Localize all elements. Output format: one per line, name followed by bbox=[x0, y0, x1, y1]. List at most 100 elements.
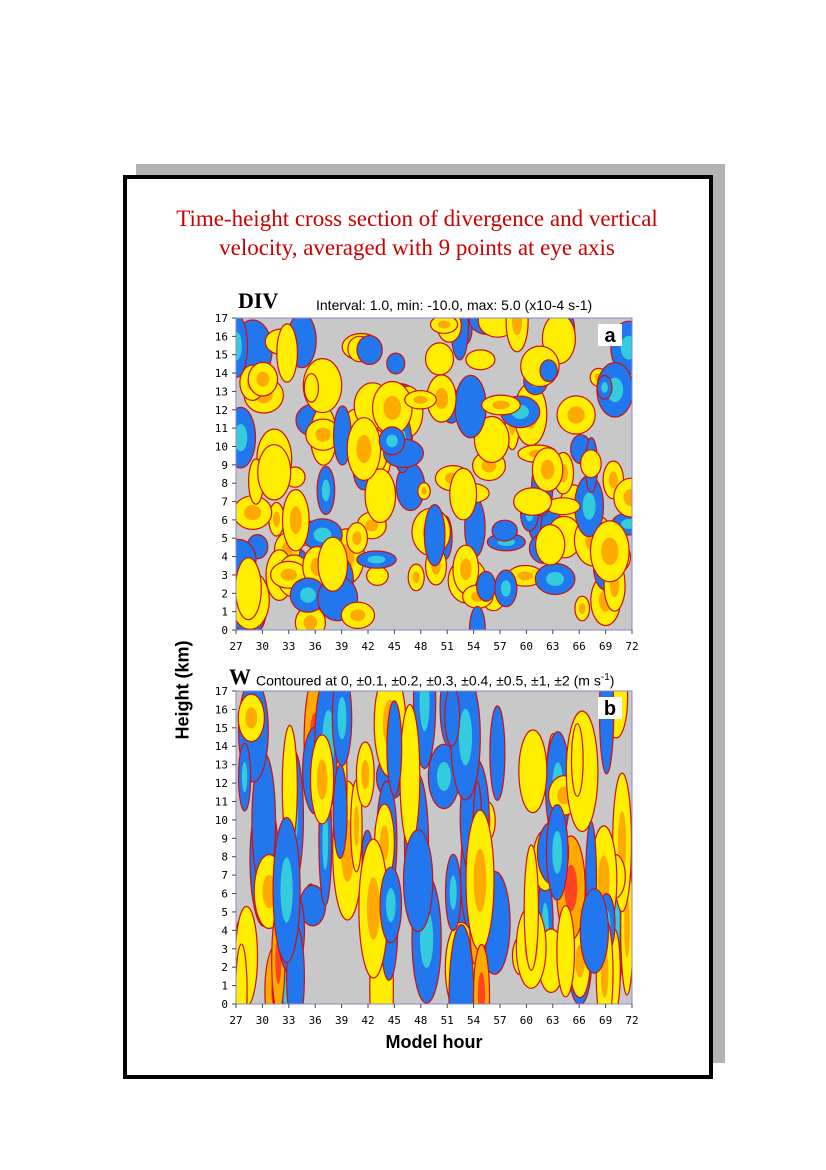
contour-region bbox=[523, 844, 540, 971]
contour-core bbox=[273, 511, 280, 527]
contour-core bbox=[473, 848, 487, 912]
x-tick-label: 45 bbox=[388, 640, 401, 653]
contour-core bbox=[460, 558, 472, 581]
contour-core bbox=[353, 805, 359, 847]
contour-region bbox=[332, 764, 348, 859]
contour-region bbox=[399, 703, 421, 848]
contour-core bbox=[540, 459, 555, 480]
contour-core bbox=[361, 759, 370, 790]
x-tick-label: 30 bbox=[256, 640, 269, 653]
y-tick-label: 0 bbox=[221, 624, 228, 637]
y-tick-label: 6 bbox=[221, 888, 228, 901]
y-tick-label: 9 bbox=[221, 459, 228, 472]
contour-region bbox=[491, 519, 518, 542]
y-tick-label: 10 bbox=[215, 440, 228, 453]
contour-core bbox=[436, 762, 451, 791]
contour-region bbox=[402, 829, 434, 933]
contour-field bbox=[236, 318, 632, 630]
x-tick-label: 72 bbox=[625, 1014, 638, 1027]
contour-core bbox=[621, 518, 632, 529]
contour-region bbox=[386, 700, 403, 796]
contour-region bbox=[556, 905, 576, 998]
y-tick-label: 13 bbox=[215, 385, 228, 398]
y-tick-label: 12 bbox=[215, 777, 228, 790]
contour-core bbox=[380, 825, 389, 861]
x-tick-label: 54 bbox=[467, 640, 481, 653]
contour-core bbox=[412, 571, 420, 584]
y-tick-label: 8 bbox=[221, 477, 228, 490]
contour-core bbox=[601, 382, 608, 393]
contour-core bbox=[598, 855, 610, 904]
contour-core bbox=[624, 895, 630, 958]
contour-core bbox=[546, 572, 564, 586]
contour-core bbox=[289, 506, 302, 534]
x-tick-label: 39 bbox=[335, 1014, 348, 1027]
x-tick-label: 69 bbox=[599, 640, 612, 653]
y-tick-label: 7 bbox=[221, 869, 228, 882]
x-axis-label: Model hour bbox=[385, 1032, 483, 1052]
y-tick-label: 2 bbox=[221, 961, 228, 974]
y-tick-label: 16 bbox=[215, 703, 228, 716]
panel-letter: a bbox=[604, 325, 616, 347]
x-tick-label: 57 bbox=[493, 640, 506, 653]
div-panel-label: DIV bbox=[238, 288, 279, 313]
x-tick-label: 54 bbox=[467, 1014, 481, 1027]
contour-region bbox=[356, 335, 383, 366]
y-tick-label: 10 bbox=[215, 814, 228, 827]
contour-core bbox=[501, 580, 511, 597]
y-tick-label: 16 bbox=[215, 330, 228, 343]
x-tick-label: 39 bbox=[335, 640, 348, 653]
contour-core bbox=[367, 555, 386, 564]
panel-letter-badge bbox=[598, 697, 622, 719]
contour-core bbox=[458, 708, 473, 766]
x-tick-label: 63 bbox=[546, 1014, 559, 1027]
x-tick-label: 63 bbox=[546, 640, 559, 653]
x-tick-label: 57 bbox=[493, 1014, 506, 1027]
w-info-prefix: Contoured at 0, ±0.1, ±0.2, ±0.3, ±0.4, … bbox=[256, 672, 601, 689]
y-tick-label: 9 bbox=[221, 832, 228, 845]
x-tick-label: 33 bbox=[282, 640, 295, 653]
contour-core bbox=[564, 864, 578, 912]
w-panel-label: W bbox=[229, 664, 251, 689]
contour-core bbox=[322, 811, 329, 870]
y-tick-label: 11 bbox=[215, 422, 228, 435]
contour-core bbox=[245, 707, 258, 729]
contour-region bbox=[513, 487, 553, 516]
y-tick-label: 3 bbox=[221, 569, 228, 582]
contour-region bbox=[303, 373, 320, 403]
contour-region bbox=[535, 523, 566, 566]
contour-core bbox=[421, 487, 427, 495]
x-tick-label: 72 bbox=[625, 640, 638, 653]
contour-region bbox=[444, 691, 461, 747]
contour-region bbox=[236, 557, 262, 621]
x-tick-label: 27 bbox=[229, 640, 242, 653]
contour-core bbox=[316, 759, 328, 800]
contour-region bbox=[580, 449, 602, 479]
contour-core bbox=[337, 696, 347, 740]
contour-core bbox=[386, 888, 396, 922]
x-tick-label: 33 bbox=[282, 1014, 295, 1027]
y-tick-label: 1 bbox=[221, 980, 228, 993]
x-tick-label: 45 bbox=[388, 1014, 401, 1027]
contour-core bbox=[365, 519, 379, 532]
contour-core bbox=[620, 335, 632, 360]
y-tick-label: 12 bbox=[215, 404, 228, 417]
contour-core bbox=[350, 609, 366, 622]
chart-border bbox=[235, 317, 633, 631]
contour-region bbox=[449, 467, 478, 521]
y-tick-label: 5 bbox=[221, 906, 228, 919]
contour-core bbox=[449, 875, 457, 910]
contour-core bbox=[280, 568, 297, 581]
x-tick-label: 48 bbox=[414, 1014, 427, 1027]
contour-core bbox=[413, 395, 428, 404]
x-tick-label: 66 bbox=[573, 1014, 586, 1027]
x-tick-label: 30 bbox=[256, 1014, 269, 1027]
w-contour-info: Contoured at 0, ±0.1, ±0.2, ±0.3, ±0.4, … bbox=[256, 672, 614, 689]
x-tick-label: 42 bbox=[361, 640, 374, 653]
contour-core bbox=[356, 434, 372, 464]
contour-region bbox=[579, 888, 610, 974]
contour-core bbox=[256, 371, 270, 387]
x-tick-label: 69 bbox=[599, 1014, 612, 1027]
